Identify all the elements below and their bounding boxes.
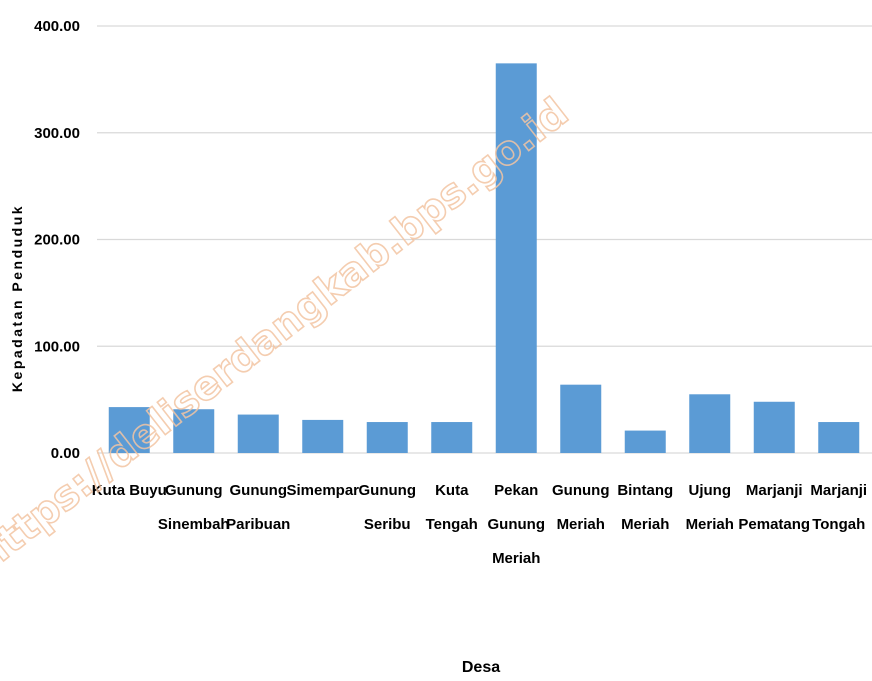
bar: [366, 422, 408, 453]
y-tick-label: 200.00: [34, 232, 80, 249]
x-axis-title: Desa: [462, 659, 500, 676]
x-tick-label: Pekan Gunung Meriah: [488, 482, 545, 567]
bar: [689, 394, 731, 453]
y-tick-label: 300.00: [34, 125, 80, 142]
gridlines: [97, 25, 872, 454]
x-tick-label: Gunung Paribuan: [226, 482, 290, 533]
y-tick-label: 400.00: [34, 18, 80, 35]
x-tick-label: Marjanji Tongah: [810, 482, 867, 533]
bar: [237, 414, 279, 453]
bar: [560, 384, 602, 453]
bar: [624, 430, 666, 453]
y-axis-title: Kepadatan Penduduk: [9, 204, 25, 392]
x-tick-label: Kuta Tengah: [426, 482, 478, 533]
watermark: https://deliserdangkab.bps.go.id: [0, 89, 577, 580]
x-tick-label: Simempar: [286, 482, 359, 499]
bar: [302, 419, 344, 453]
y-tick-label: 0.00: [51, 445, 80, 462]
bar: [108, 407, 150, 453]
bar: [818, 422, 860, 453]
y-axis-tick-labels: 0.00 100.00 200.00 300.00 400.00: [34, 18, 80, 462]
x-tick-label: Gunung Meriah: [552, 482, 609, 533]
bar: [753, 401, 795, 453]
x-tick-label: Gunung Sinembah: [158, 482, 230, 533]
x-tick-label: Marjanji Pematang: [738, 482, 810, 533]
bar: [431, 422, 473, 453]
x-tick-label: Kuta Buyu: [92, 482, 167, 499]
bar: [173, 409, 215, 453]
bars: [108, 63, 860, 454]
x-tick-label: Ujung Meriah: [686, 482, 734, 533]
y-tick-label: 100.00: [34, 338, 80, 355]
bar: [495, 63, 537, 454]
x-tick-label: Gunung Seribu: [359, 482, 416, 533]
x-tick-label: Bintang Meriah: [617, 482, 673, 533]
